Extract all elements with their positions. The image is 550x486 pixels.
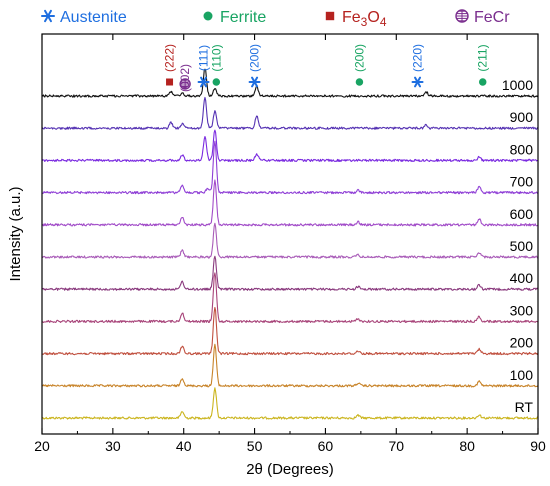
peak-label-4: (200) [248,44,262,72]
series-line-300 [41,272,539,324]
legend-label-0: Austenite [60,9,127,26]
legend-label-3: FeCr [474,9,510,26]
series-line-RT [41,387,539,420]
x-tick-label: 90 [530,438,546,454]
series-label-100: 100 [510,367,534,383]
peak-label-2: (111) [197,45,211,71]
plot-frame [41,33,539,435]
peak-marker-4-arm [253,76,259,83]
legend-marker-2 [325,11,335,21]
peak-marker-0 [166,78,174,86]
legend-marker-1 [203,11,213,21]
peak-label-3: (110) [209,44,223,71]
legend: Austenite Ferrite Fe3O4 FeCr [41,9,510,29]
axes: 2θ (Degrees) Intensity (a.u.) 20 30 40 50 60… [7,33,546,478]
series-line-200 [41,306,539,356]
x-tick-label: 70 [388,438,404,454]
series-label-300: 300 [510,302,534,318]
series-label-RT: RT [515,399,534,415]
peak-marker-5 [355,78,364,86]
plot-area: RT 100 200 300 400 500 600 700 800 900 1000 [41,68,539,420]
peak-marker-2-arm [202,76,208,83]
legend-label-part: 4 [380,15,387,29]
legend-marker-0-arm [47,9,52,17]
series-line-900 [41,96,539,130]
series-line-600 [41,179,539,227]
legend-label-part: 3 [361,15,368,29]
series-line-800 [41,129,539,163]
series-label-600: 600 [510,206,534,222]
peak-label-6: (220) [411,44,425,72]
series-label-700: 700 [510,174,534,190]
series-line-1000 [41,68,539,98]
series-label-1000: 1000 [502,77,533,93]
legend-label-1: Ferrite [220,9,266,26]
peak-marker-6 [411,76,424,88]
peak-label-5: (200) [352,44,366,72]
legend-label-part: O [367,9,379,26]
series-label-500: 500 [510,238,534,254]
legend-label-part: Fe [342,9,361,26]
x-tick-label: 40 [176,438,192,454]
peak-marker-2 [197,76,210,88]
x-tick-label: 30 [105,438,121,454]
x-axis-label: 2θ (Degrees) [246,461,334,478]
legend-label-2: Fe3O4 [342,9,387,29]
series-line-500 [41,222,539,259]
peak-label-1: (002) [178,64,192,92]
peak-marker-4 [248,76,261,88]
series-label-800: 800 [510,141,534,157]
peak-label-7: (211) [476,44,490,71]
peak-marker-7 [478,78,487,86]
legend-marker-3 [455,9,469,23]
peak-marker-3 [212,78,221,86]
peak-annotations: (222)(002) (111)(110) (200) (200) (220) (211) [163,44,490,92]
x-tick-label: 20 [34,438,50,454]
series-line-400 [41,255,539,291]
y-axis-label: Intensity (a.u.) [7,186,24,281]
x-tick-label: 80 [459,438,475,454]
series-label-200: 200 [510,335,534,351]
series-label-400: 400 [510,270,534,286]
series-line-700 [41,140,539,195]
series-label-900: 900 [510,109,534,125]
peak-marker-1 [179,78,191,90]
peak-marker-6-arm [416,76,422,83]
legend-marker-0 [41,9,55,23]
x-tick-label: 60 [318,438,334,454]
series-line-100 [41,343,539,388]
x-tick-label: 50 [247,438,263,454]
peak-label-0: (222) [163,44,177,72]
